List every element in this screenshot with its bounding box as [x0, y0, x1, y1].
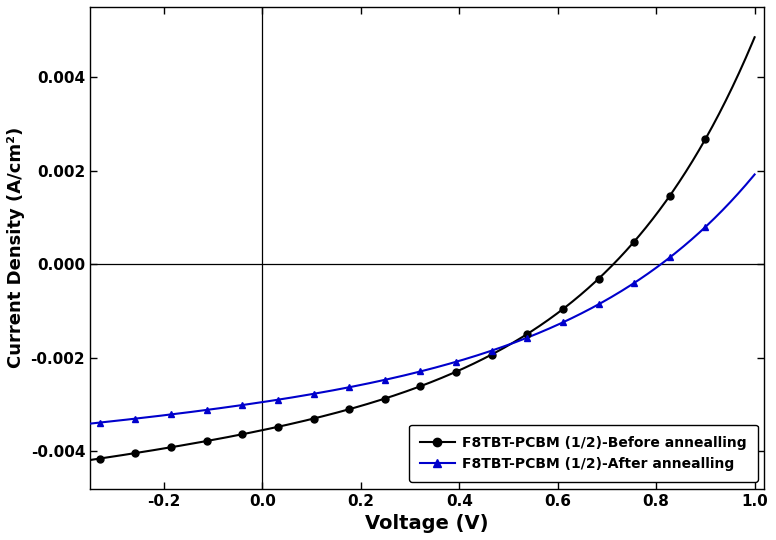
Y-axis label: Current Density (A/cm²): Current Density (A/cm²) [7, 127, 25, 368]
X-axis label: Voltage (V): Voltage (V) [365, 514, 489, 533]
Legend: F8TBT-PCBM (1/2)-Before annealling, F8TBT-PCBM (1/2)-After annealling: F8TBT-PCBM (1/2)-Before annealling, F8TB… [409, 424, 757, 482]
